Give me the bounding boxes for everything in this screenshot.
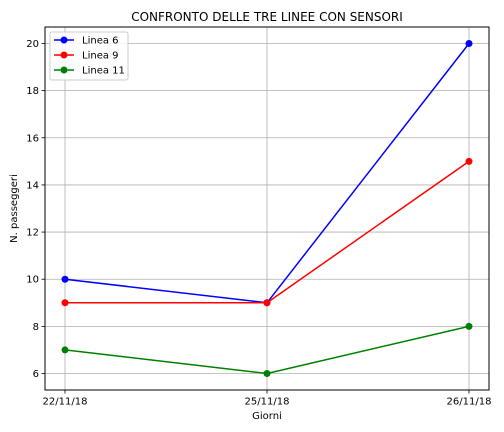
data-point xyxy=(263,370,271,377)
y-tick-label: 20 xyxy=(26,39,39,50)
legend-marker xyxy=(60,36,68,44)
data-point xyxy=(61,275,69,283)
legend-label: Linea 9 xyxy=(82,51,119,62)
data-point xyxy=(61,346,69,354)
y-tick-label: 18 xyxy=(26,86,39,97)
data-point xyxy=(465,322,473,330)
legend: Linea 6 Linea 9 Linea 11 xyxy=(49,31,129,81)
legend-marker xyxy=(60,51,68,59)
series-layer xyxy=(61,40,473,377)
legend-label: Linea 6 xyxy=(82,36,119,47)
legend-box xyxy=(49,31,129,81)
legend-label: Linea 11 xyxy=(82,66,125,77)
x-axis-label: Giorni xyxy=(252,411,282,422)
y-tick-label: 10 xyxy=(26,275,39,286)
x-tick-label: 26/11/18 xyxy=(447,397,492,408)
chart-title: CONFRONTO DELLE TRE LINEE CON SENSORI xyxy=(131,10,403,24)
data-point xyxy=(465,40,473,47)
data-point xyxy=(465,157,473,165)
legend-marker xyxy=(60,66,68,74)
axis-ticks: 6 8 10 12 14 16 18 20 22/11/18 25/11/18 26/11/18 xyxy=(26,39,491,408)
legend-items: Linea 6 Linea 9 Linea 11 xyxy=(54,36,125,77)
grid-lines xyxy=(45,27,489,390)
y-tick-label: 8 xyxy=(33,322,39,333)
x-tick-label: 22/11/18 xyxy=(43,397,88,408)
y-tick-label: 12 xyxy=(26,228,39,239)
y-tick-label: 16 xyxy=(26,133,39,144)
y-tick-label: 14 xyxy=(26,180,39,191)
y-tick-label: 6 xyxy=(33,369,39,380)
data-point xyxy=(61,299,69,307)
x-tick-label: 25/11/18 xyxy=(245,397,290,408)
data-point xyxy=(263,299,271,307)
y-axis-label: N. passeggeri xyxy=(9,174,20,243)
